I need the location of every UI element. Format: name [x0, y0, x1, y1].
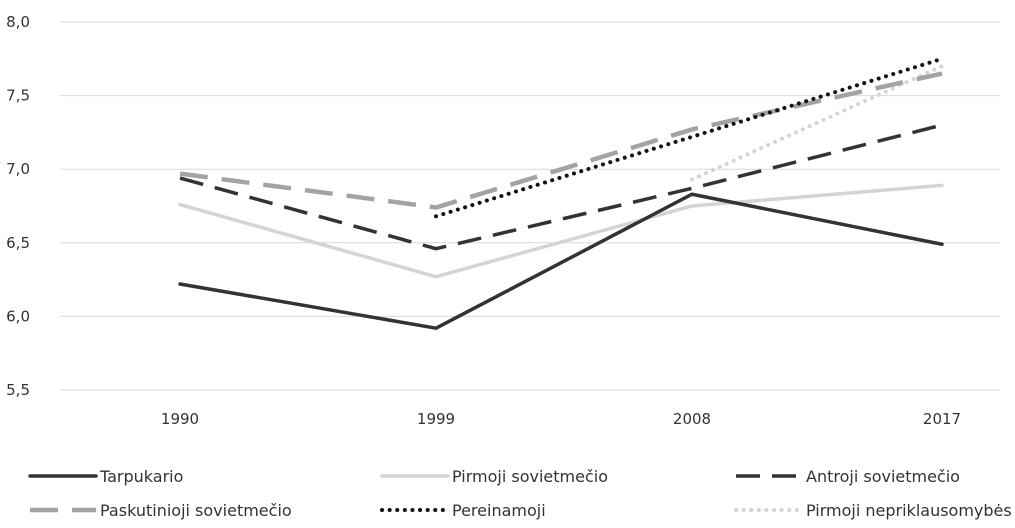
legend-label-paskutinioji-sovietmecio: Paskutinioji sovietmečio [100, 501, 292, 520]
legend-label-antroji-sovietmecio: Antroji sovietmečio [806, 467, 960, 486]
x-tick-label: 1999 [417, 410, 455, 428]
x-tick-label: 1990 [161, 410, 199, 428]
x-tick-label: 2017 [923, 410, 961, 428]
y-tick-label: 6,5 [6, 234, 30, 252]
y-tick-label: 7,5 [6, 87, 30, 105]
y-axis-ticks: 5,5 6,0 6,5 7,0 7,5 8,0 [6, 13, 30, 399]
x-axis-ticks: 1990 1999 2008 2017 [161, 410, 961, 428]
y-tick-label: 7,0 [6, 160, 30, 178]
legend-label-pirmoji-nepriklausomybes: Pirmoji nepriklausomybės [806, 501, 1012, 520]
legend: Tarpukario Pirmoji sovietmečio Antroji sov… [28, 467, 1012, 520]
gridlines [60, 21, 1000, 391]
series-lines [178, 56, 944, 330]
series-line-paskutinioji-sovietmecio [179, 71, 943, 210]
series-line-pirmoji-sovietmecio [178, 183, 944, 279]
y-tick-label: 8,0 [6, 13, 30, 31]
y-tick-label: 5,5 [6, 381, 30, 399]
series-line-pereinamoji [434, 56, 944, 219]
legend-label-pirmoji-sovietmecio: Pirmoji sovietmečio [452, 467, 608, 486]
x-tick-label: 2008 [673, 410, 711, 428]
series-line-antroji-sovietmecio [179, 123, 943, 251]
legend-label-pereinamoji: Pereinamoji [452, 501, 546, 520]
legend-label-tarpukario: Tarpukario [99, 467, 183, 486]
y-tick-label: 6,0 [6, 307, 30, 325]
series-line-tarpukario [178, 192, 944, 330]
